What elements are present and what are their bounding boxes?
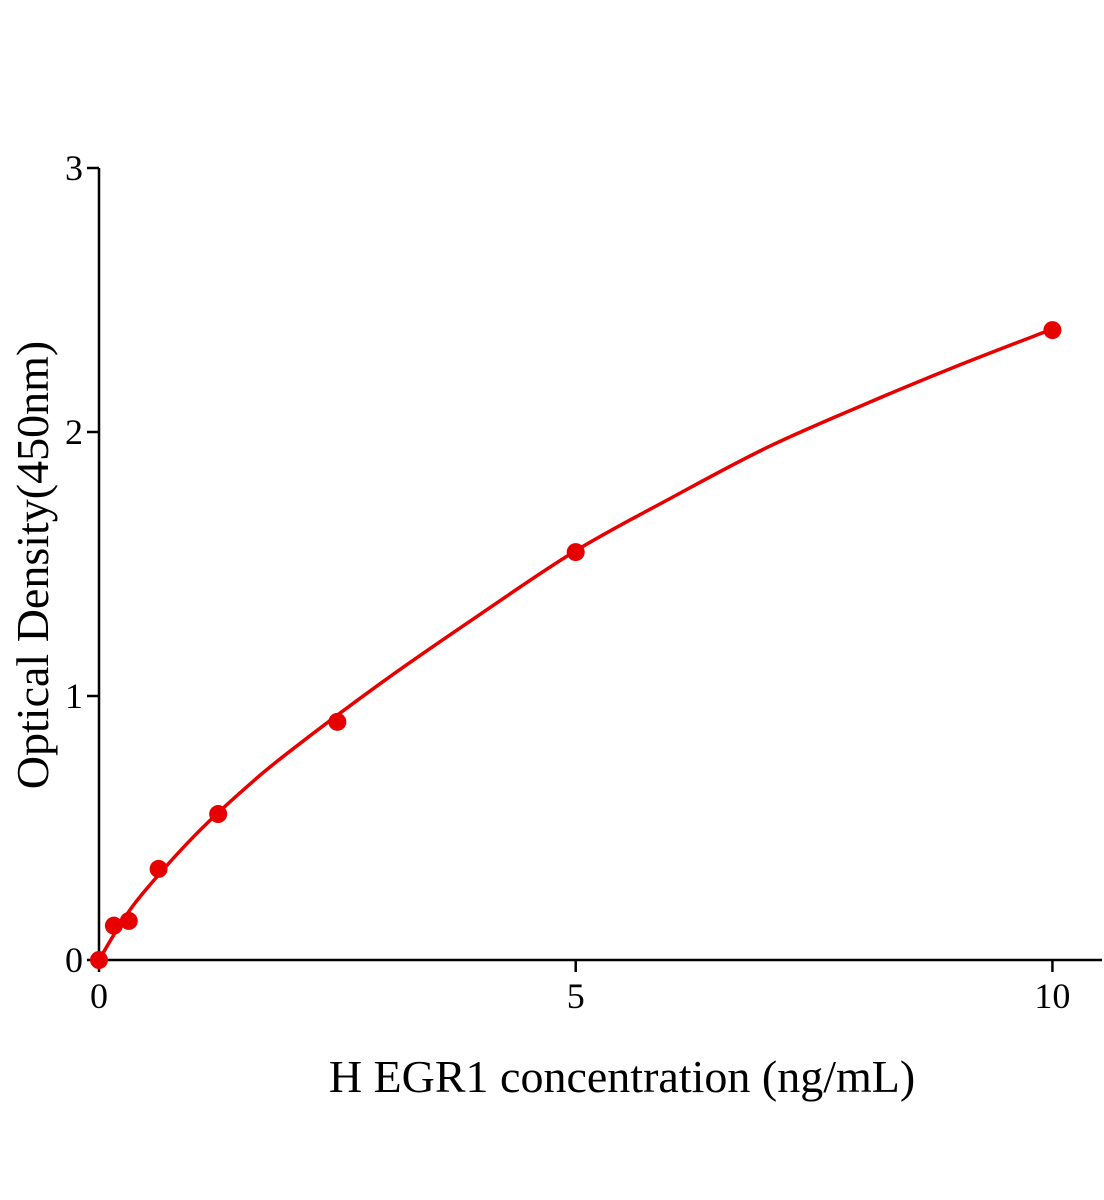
- data-point: [119, 911, 138, 930]
- x-tick-label: 10: [1034, 976, 1070, 1016]
- y-tick-label: 0: [65, 940, 83, 980]
- x-tick-label: 0: [90, 976, 108, 1016]
- data-point: [104, 916, 123, 935]
- data-point: [1043, 321, 1062, 340]
- x-tick-label: 5: [567, 976, 585, 1016]
- data-point: [149, 859, 168, 878]
- data-point: [209, 805, 228, 824]
- data-point: [328, 712, 347, 731]
- y-tick-label: 2: [65, 412, 83, 452]
- fit-curve: [97, 327, 1054, 961]
- y-axis-label: Optical Density(450nm): [7, 341, 58, 789]
- y-tick-label: 1: [65, 676, 83, 716]
- y-tick-label: 3: [65, 148, 83, 188]
- data-point: [566, 543, 585, 562]
- x-axis-label: H EGR1 concentration (ng/mL): [329, 1051, 915, 1102]
- data-point: [90, 951, 108, 969]
